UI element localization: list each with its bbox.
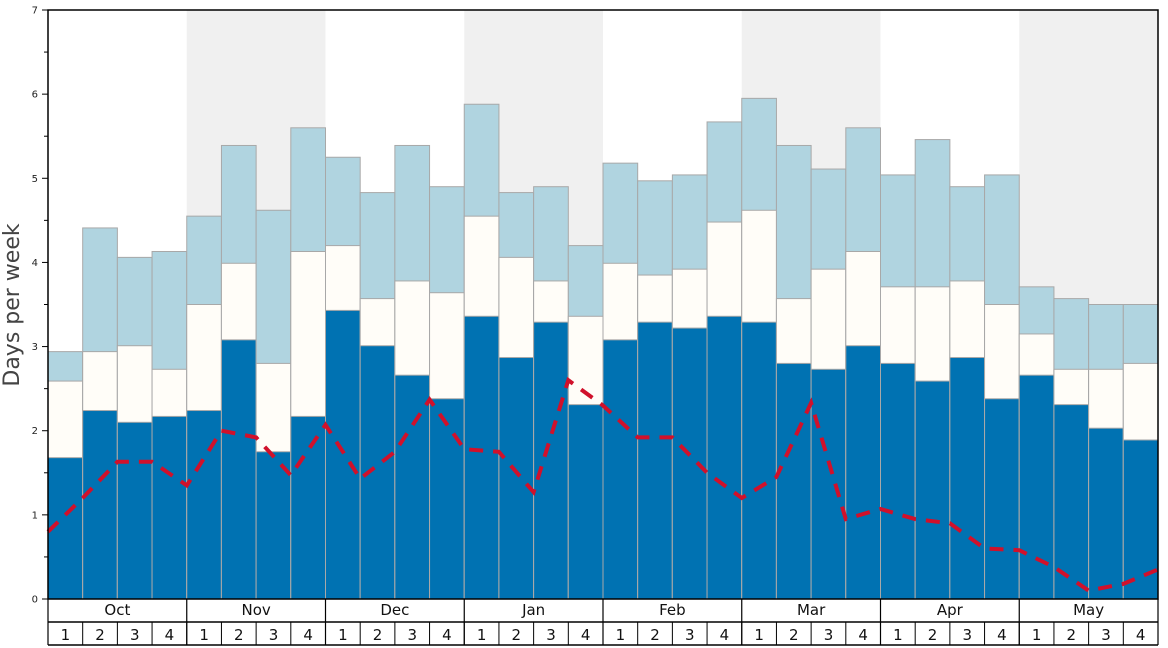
bar-base-13: [463, 315, 500, 600]
week-label: 4: [720, 626, 730, 644]
bar-base-21: [741, 321, 777, 600]
y-tick-label: 6: [32, 90, 38, 101]
month-label-feb: Feb: [659, 601, 686, 619]
week-label: 3: [130, 626, 140, 644]
week-label: 3: [407, 626, 417, 644]
y-axis-label: Days per week: [0, 223, 25, 386]
month-label-oct: Oct: [104, 601, 130, 619]
week-label: 3: [1101, 626, 1111, 644]
week-label: 4: [581, 626, 591, 644]
week-label: 3: [269, 626, 279, 644]
week-label: 2: [1067, 626, 1077, 644]
bar-base-23: [810, 368, 847, 600]
week-label: 1: [477, 626, 487, 644]
bar-base-5: [186, 410, 222, 600]
bar-base-8: [290, 415, 326, 600]
week-label: 3: [824, 626, 834, 644]
week-label: 3: [685, 626, 695, 644]
bar-base-28: [984, 398, 1020, 600]
bar-base-3: [116, 421, 153, 600]
week-label: 4: [442, 626, 452, 644]
bar-base-4: [151, 415, 188, 600]
week-label: 4: [858, 626, 868, 644]
week-label: 4: [1136, 626, 1146, 644]
week-label: 2: [928, 626, 938, 644]
week-label: 1: [616, 626, 626, 644]
month-label-mar: Mar: [797, 601, 826, 619]
week-label: 1: [338, 626, 348, 644]
y-tick-label: 1: [32, 510, 38, 521]
y-tick-label: 0: [32, 595, 38, 606]
bar-base-24: [845, 345, 881, 600]
month-label-dec: Dec: [380, 601, 409, 619]
week-label: 4: [997, 626, 1007, 644]
week-label: 2: [650, 626, 660, 644]
week-label: 1: [754, 626, 764, 644]
month-label-nov: Nov: [241, 601, 270, 619]
month-label-jan: Jan: [521, 601, 545, 619]
bar-base-19: [671, 327, 708, 600]
week-label: 3: [962, 626, 972, 644]
bar-base-20: [706, 315, 743, 600]
week-label: 2: [373, 626, 383, 644]
week-label: 2: [512, 626, 522, 644]
y-tick-label: 2: [32, 426, 38, 437]
week-label: 2: [234, 626, 244, 644]
bar-base-27: [949, 357, 986, 600]
bar-base-9: [325, 309, 361, 600]
bar-base-18: [637, 321, 673, 600]
bar-base-12: [429, 398, 465, 600]
y-tick-label: 4: [32, 258, 38, 269]
week-label: 1: [199, 626, 209, 644]
month-label-apr: Apr: [937, 601, 964, 619]
bar-base-29: [1018, 374, 1055, 600]
bar-base-6: [220, 339, 257, 600]
bar-base-25: [880, 362, 916, 600]
bar-base-26: [914, 380, 951, 600]
week-label: 4: [303, 626, 313, 644]
bar-base-17: [602, 339, 639, 600]
bar-base-11: [394, 374, 431, 600]
bar-base-15: [533, 321, 569, 600]
trend-line-path: [46, 376, 1159, 593]
month-label-may: May: [1073, 601, 1104, 619]
y-tick-label: 7: [32, 6, 38, 17]
bars: [47, 97, 1159, 600]
bar-base-32: [1122, 439, 1159, 600]
y-tick-label: 5: [32, 174, 38, 185]
week-label: 4: [165, 626, 175, 644]
bar-base-22: [775, 362, 812, 600]
week-label: 2: [789, 626, 799, 644]
y-tick-label: 3: [32, 342, 38, 353]
week-label: 1: [61, 626, 71, 644]
week-label: 1: [1032, 626, 1042, 644]
bar-base-31: [1088, 427, 1124, 600]
trend-line: [46, 376, 1159, 593]
bar-base-16: [567, 404, 604, 600]
bar-base-7: [255, 451, 292, 600]
bar-base-2: [82, 410, 118, 600]
week-label: 3: [546, 626, 556, 644]
bar-base-14: [498, 357, 535, 600]
x-axis: Oct Nov Dec Jan Feb Mar Apr May 1 2 3 4 1 2 3 4 1 2 3 4 1 2 3 4…: [47, 599, 1159, 646]
week-label: 2: [95, 626, 105, 644]
week-label: 1: [893, 626, 903, 644]
